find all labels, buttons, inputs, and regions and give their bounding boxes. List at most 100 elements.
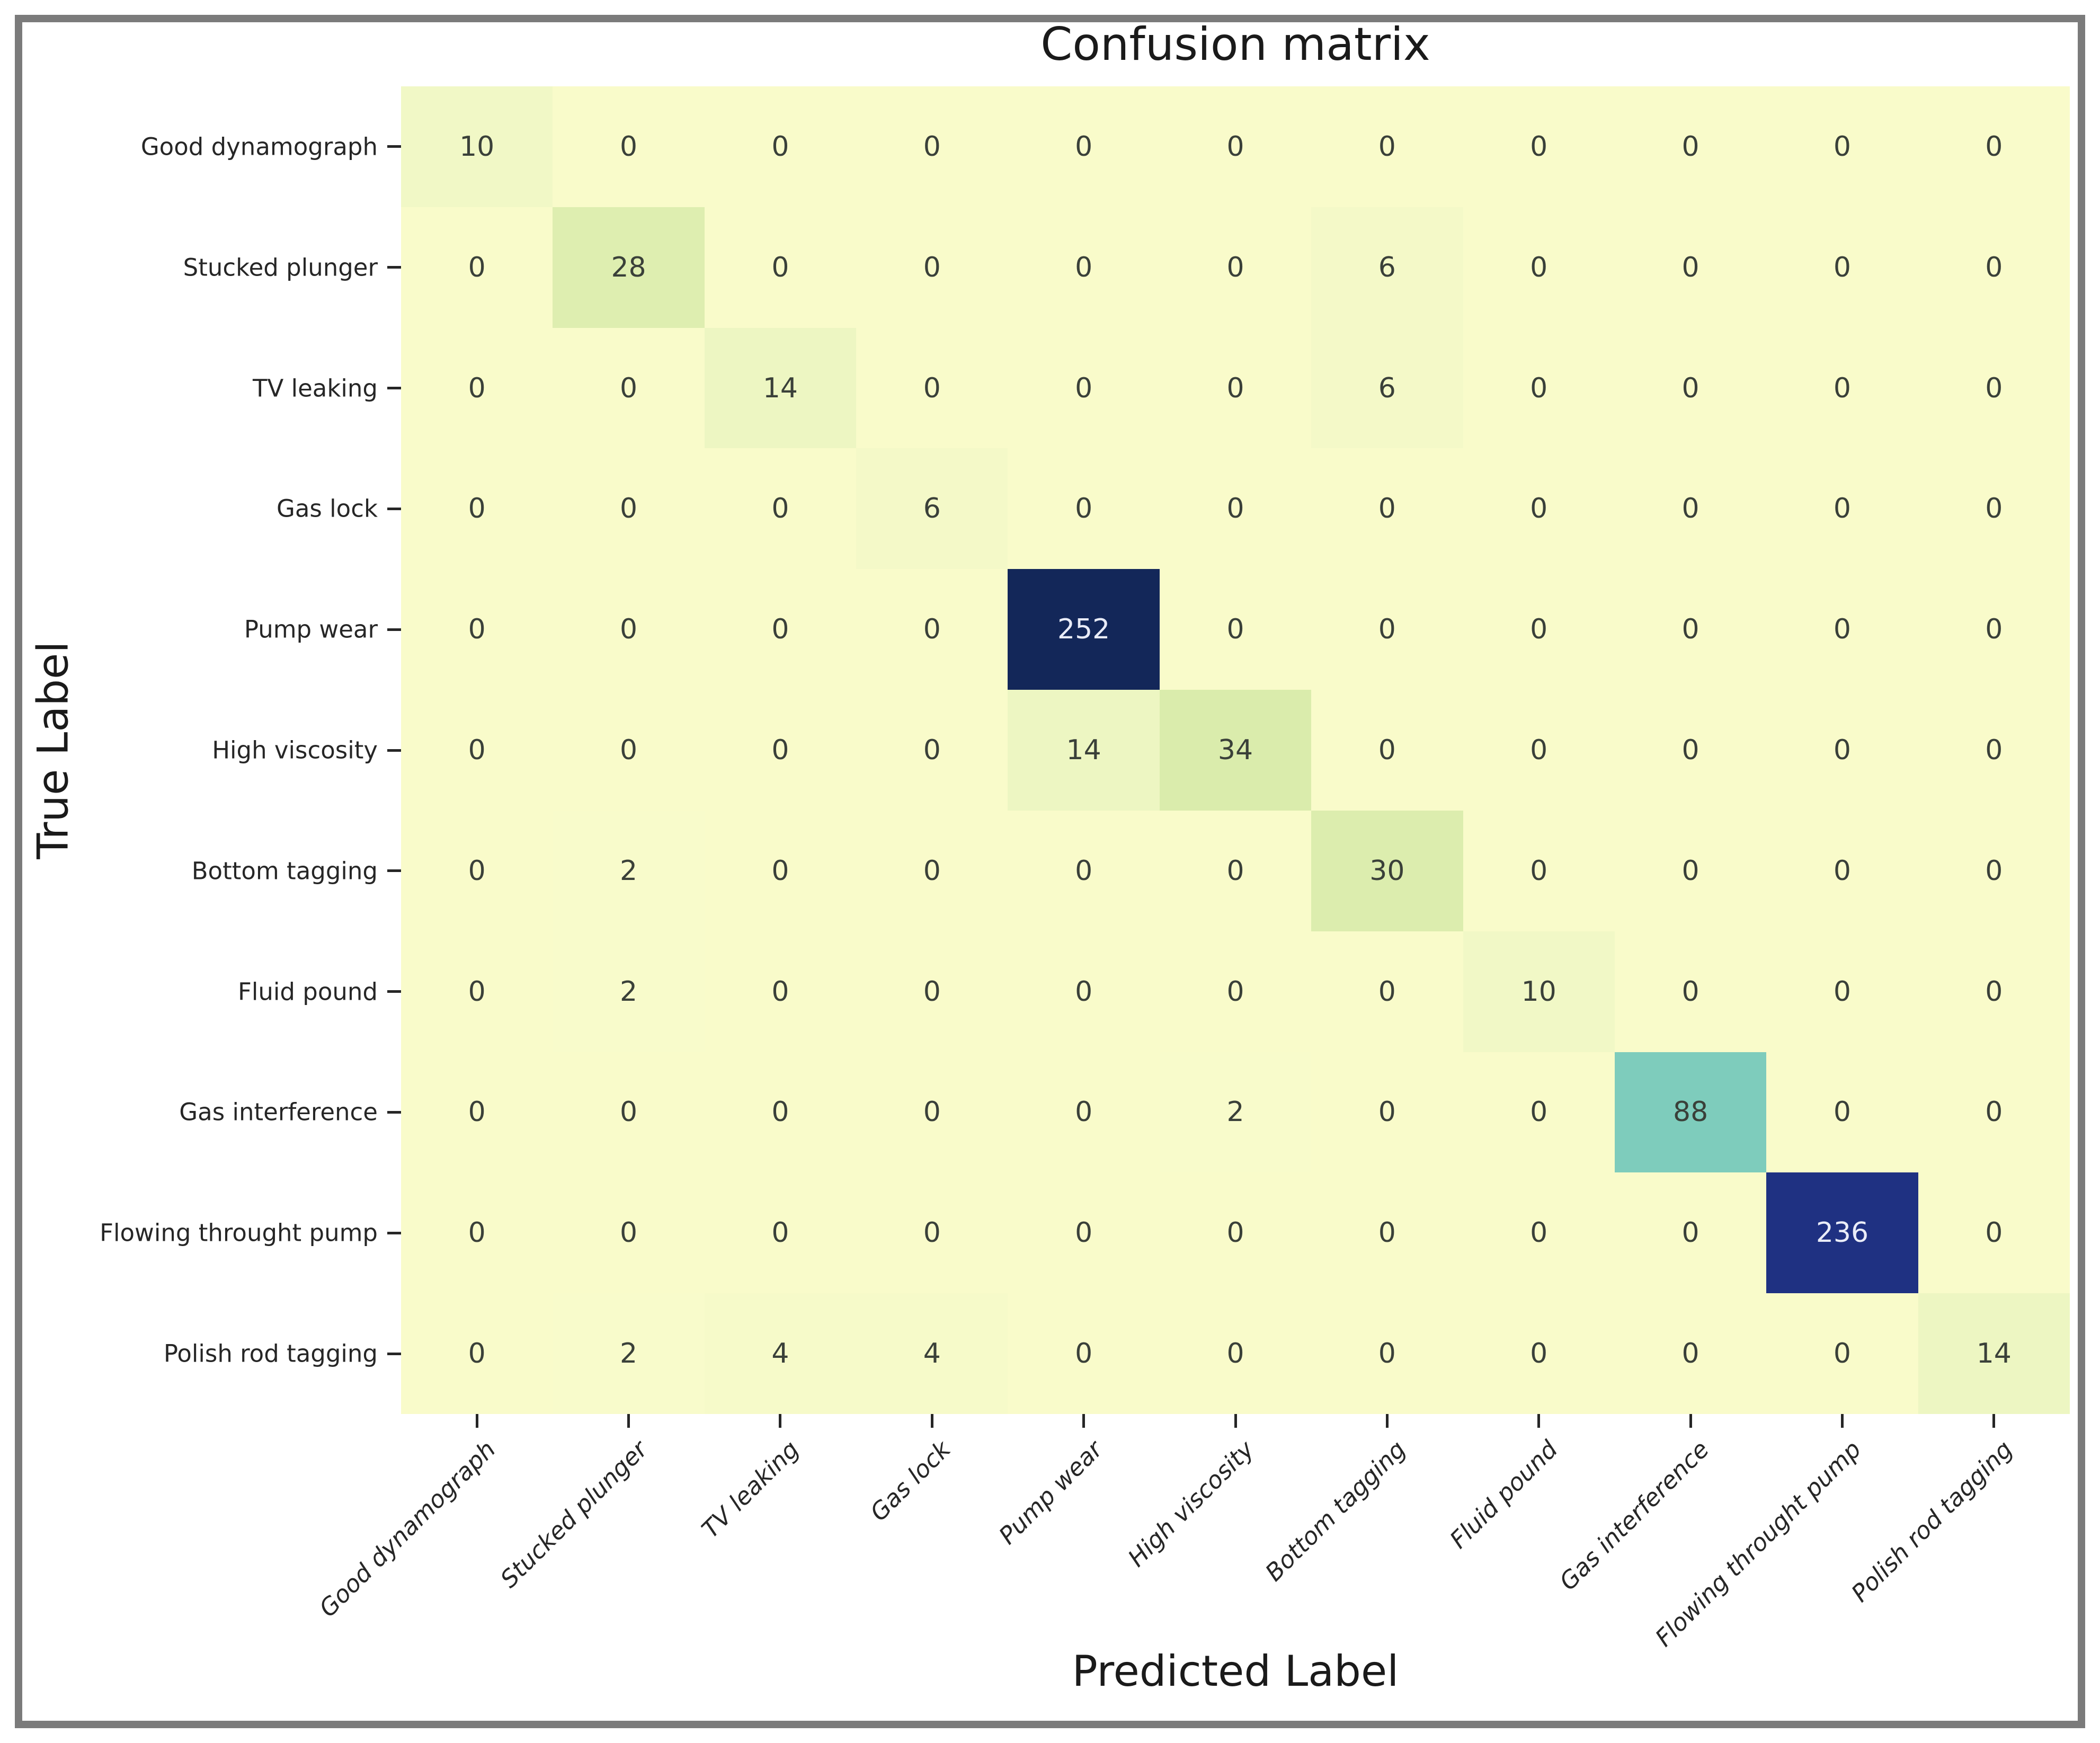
y-tick-label: Gas lock <box>276 494 378 523</box>
heatmap-cell: 14 <box>1008 690 1160 811</box>
heatmap-cell: 0 <box>1159 931 1312 1052</box>
heatmap-cell: 0 <box>1918 569 2070 690</box>
heatmap-cell: 0 <box>1918 810 2070 931</box>
heatmap-cell: 28 <box>553 207 705 328</box>
heatmap-cell: 0 <box>401 1293 553 1414</box>
heatmap-cell: 0 <box>1008 1293 1160 1414</box>
heatmap-cell: 0 <box>401 810 553 931</box>
heatmap-cell: 14 <box>704 327 857 449</box>
heatmap-cell: 6 <box>1311 207 1463 328</box>
heatmap-cell: 0 <box>1008 86 1160 207</box>
x-tick-mark <box>1992 1414 1996 1428</box>
heatmap-cell: 0 <box>401 690 553 811</box>
heatmap-cell: 0 <box>553 690 705 811</box>
y-tick-label: Polish rod tagging <box>163 1339 378 1368</box>
heatmap-cell: 0 <box>1614 1293 1767 1414</box>
heatmap-cell: 0 <box>856 569 1008 690</box>
heatmap-cell: 0 <box>1463 207 1615 328</box>
heatmap-cell: 0 <box>856 1052 1008 1173</box>
heatmap-cell: 0 <box>401 327 553 449</box>
y-tick-mark <box>387 145 401 148</box>
heatmap-cell: 0 <box>1766 931 1918 1052</box>
heatmap-cell: 0 <box>1311 1293 1463 1414</box>
heatmap-cell: 88 <box>1614 1052 1767 1173</box>
heatmap-cell: 0 <box>401 569 553 690</box>
chart-title: Confusion matrix <box>1040 18 1430 71</box>
y-axis-label: True Label <box>28 641 78 859</box>
heatmap-cell: 236 <box>1766 1172 1918 1294</box>
heatmap-cell: 0 <box>704 690 857 811</box>
y-tick-mark <box>387 387 401 390</box>
x-tick-mark <box>1689 1414 1692 1428</box>
heatmap-plot-area: 10 0 0 0 0 0 0 0 0 0 0 0 28 0 0 0 0 6 0 0 0 0 0 0 14 0 0 0 6 0 0 0 0 0 0 0 6… <box>401 86 2070 1414</box>
heatmap-cell: 0 <box>1918 86 2070 207</box>
heatmap-cell: 0 <box>1766 569 1918 690</box>
heatmap-cell: 4 <box>856 1293 1008 1414</box>
heatmap-cell: 0 <box>856 327 1008 449</box>
heatmap-cell: 0 <box>1159 1172 1312 1294</box>
heatmap-cell: 0 <box>401 1052 553 1173</box>
heatmap-cell: 0 <box>856 931 1008 1052</box>
heatmap-cell: 0 <box>1766 86 1918 207</box>
x-tick-mark <box>1082 1414 1085 1428</box>
heatmap-cell: 0 <box>1614 448 1767 570</box>
heatmap-cell: 0 <box>856 1172 1008 1294</box>
heatmap-cell: 0 <box>1766 1052 1918 1173</box>
heatmap-cell: 0 <box>856 86 1008 207</box>
heatmap-cell: 0 <box>1463 690 1615 811</box>
heatmap-cell: 0 <box>401 1172 553 1294</box>
heatmap-cell: 0 <box>1008 1052 1160 1173</box>
heatmap-cell: 0 <box>1311 86 1463 207</box>
heatmap-cell: 0 <box>1918 1052 2070 1173</box>
heatmap-cell: 0 <box>1614 569 1767 690</box>
heatmap-cell: 2 <box>1159 1052 1312 1173</box>
heatmap-cell: 0 <box>1918 327 2070 449</box>
y-tick-mark <box>387 628 401 631</box>
heatmap-cell: 0 <box>1159 569 1312 690</box>
y-tick-mark <box>387 749 401 752</box>
heatmap-cell: 0 <box>1918 1172 2070 1294</box>
heatmap-cell: 0 <box>1463 327 1615 449</box>
x-tick-mark <box>930 1414 933 1428</box>
heatmap-cell: 0 <box>704 1052 857 1173</box>
x-tick-mark <box>475 1414 478 1428</box>
x-tick-mark <box>1840 1414 1844 1428</box>
heatmap-cell: 0 <box>1159 86 1312 207</box>
heatmap-cell: 0 <box>1008 327 1160 449</box>
y-tick-label: Fluid pound <box>238 977 378 1006</box>
heatmap-cell: 0 <box>1918 207 2070 328</box>
heatmap-cell: 30 <box>1311 810 1463 931</box>
heatmap-cell: 0 <box>1311 690 1463 811</box>
heatmap-cell: 2 <box>553 810 705 931</box>
heatmap-cell: 0 <box>1008 931 1160 1052</box>
heatmap-cell: 6 <box>1311 327 1463 449</box>
heatmap-cell: 0 <box>1463 448 1615 570</box>
heatmap-cell: 0 <box>553 569 705 690</box>
y-tick-label: Stucked plunger <box>183 253 378 282</box>
heatmap-cell: 0 <box>704 810 857 931</box>
heatmap-cell: 0 <box>1159 207 1312 328</box>
y-tick-mark <box>387 990 401 993</box>
heatmap-cell: 0 <box>856 207 1008 328</box>
heatmap-cell: 0 <box>553 86 705 207</box>
heatmap-cell: 0 <box>1614 690 1767 811</box>
x-tick-mark <box>779 1414 782 1428</box>
heatmap-cell: 0 <box>704 931 857 1052</box>
heatmap-cell: 0 <box>856 690 1008 811</box>
heatmap-cell: 252 <box>1008 569 1160 690</box>
heatmap-cell: 0 <box>1918 448 2070 570</box>
heatmap-cell: 0 <box>1008 207 1160 328</box>
heatmap-cell: 0 <box>553 1172 705 1294</box>
heatmap-cell: 0 <box>1614 1172 1767 1294</box>
y-tick-mark <box>387 507 401 510</box>
y-tick-mark <box>387 1110 401 1114</box>
heatmap-cell: 0 <box>553 448 705 570</box>
heatmap-cell: 10 <box>401 86 553 207</box>
heatmap-cell: 6 <box>856 448 1008 570</box>
heatmap-cell: 0 <box>1463 1052 1615 1173</box>
heatmap-cell: 0 <box>1311 448 1463 570</box>
heatmap-cell: 0 <box>1463 810 1615 931</box>
heatmap-cell: 0 <box>1159 810 1312 931</box>
heatmap-cell: 0 <box>704 448 857 570</box>
heatmap-cell: 0 <box>704 569 857 690</box>
